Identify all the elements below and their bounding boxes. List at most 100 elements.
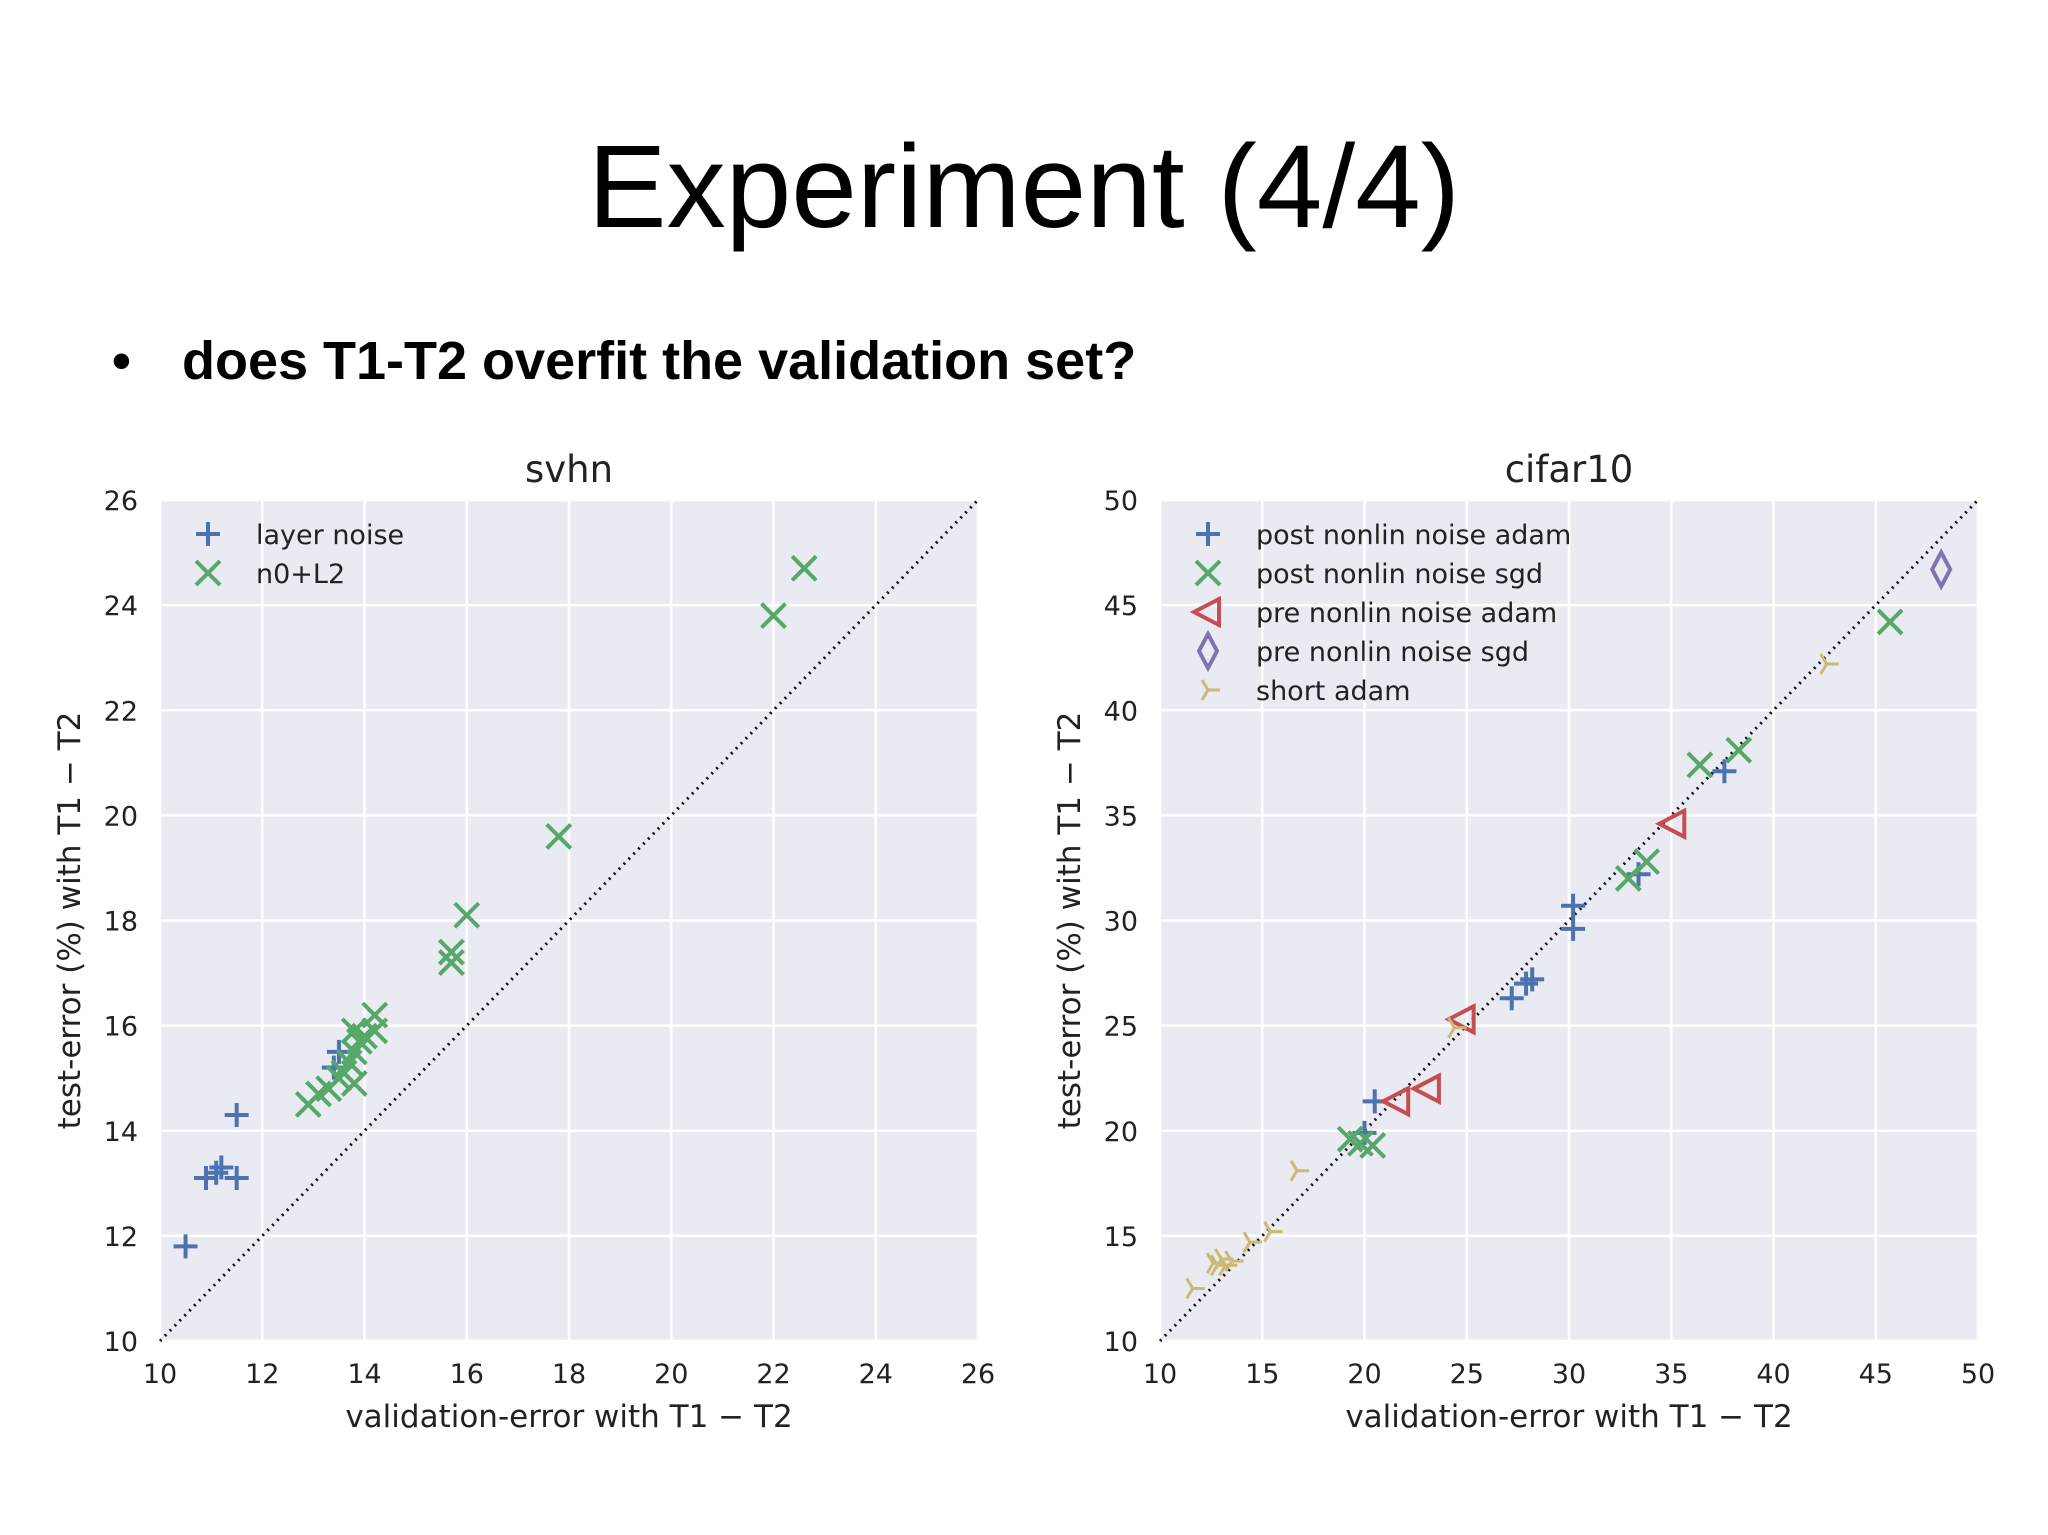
data-point bbox=[1876, 608, 1904, 636]
series-pre-nonlin-noise-sgd bbox=[1929, 548, 1953, 591]
x-tick-label: 20 bbox=[654, 1359, 688, 1390]
legend-label: post nonlin noise sgd bbox=[1256, 559, 1543, 590]
data-point bbox=[1633, 848, 1661, 876]
x-tick-label: 45 bbox=[1859, 1359, 1893, 1390]
series-n0-l2 bbox=[294, 554, 818, 1118]
y-tick-label: 45 bbox=[1104, 591, 1138, 622]
data-point bbox=[224, 1102, 249, 1127]
data-point bbox=[1654, 807, 1687, 841]
legend-marker bbox=[196, 522, 220, 546]
data-point bbox=[204, 1160, 229, 1185]
data-point bbox=[1359, 1132, 1387, 1159]
x-tick-label: 35 bbox=[1654, 1359, 1688, 1390]
legend-label: pre nonlin noise sgd bbox=[1256, 637, 1529, 668]
plot-title: svhn bbox=[525, 448, 613, 491]
series-post-nonlin-noise-sgd bbox=[1336, 608, 1904, 1159]
y-tick-label: 30 bbox=[1104, 907, 1138, 938]
x-tick-label: 25 bbox=[1450, 1359, 1484, 1390]
x-axis-label: validation-error with T1 − T2 bbox=[345, 1399, 792, 1435]
y-tick-label: 22 bbox=[104, 696, 138, 727]
data-point bbox=[437, 949, 465, 976]
y-tick-label: 16 bbox=[104, 1012, 138, 1043]
data-point bbox=[1444, 1003, 1476, 1036]
series-short-adam bbox=[1185, 653, 1839, 1300]
data-point bbox=[1499, 986, 1524, 1011]
data-point bbox=[173, 1234, 198, 1259]
data-point bbox=[1185, 1277, 1205, 1300]
x-tick-label: 18 bbox=[552, 1359, 586, 1390]
data-point bbox=[224, 1166, 249, 1191]
legend-label: pre nonlin noise adam bbox=[1256, 598, 1557, 629]
plot-svhn: 10 12 14 16 18 20 22 24 26 10 12 14 16 18 20 22 24 26 svhn… bbox=[52, 448, 995, 1435]
legend-marker bbox=[1194, 559, 1222, 587]
data-point bbox=[1224, 1250, 1244, 1272]
data-point bbox=[194, 1166, 219, 1191]
legend-label: n0+L2 bbox=[256, 559, 345, 590]
legend: layer noise n0+L2 bbox=[194, 520, 404, 590]
y-tick-label: 10 bbox=[1104, 1327, 1138, 1358]
y-tick-label: 24 bbox=[104, 591, 138, 622]
y-tick-label: 14 bbox=[104, 1117, 138, 1148]
legend: post nonlin noise adam post nonlin noise … bbox=[1189, 520, 1571, 707]
data-point bbox=[545, 822, 573, 850]
x-tick-label: 40 bbox=[1756, 1359, 1790, 1390]
legend-marker bbox=[194, 559, 222, 587]
y-axis-label: test-error (%) with T1 − T2 bbox=[1052, 712, 1088, 1130]
x-tick-label: 16 bbox=[450, 1359, 484, 1390]
data-point bbox=[1561, 893, 1586, 918]
y-tick-label: 26 bbox=[104, 486, 138, 517]
data-point bbox=[1378, 1085, 1411, 1118]
x-tick-label: 30 bbox=[1552, 1359, 1586, 1390]
data-point bbox=[437, 938, 465, 966]
y-tick-label: 15 bbox=[1104, 1222, 1138, 1253]
y-tick-label: 35 bbox=[1104, 801, 1138, 832]
legend-marker bbox=[1200, 679, 1220, 701]
series-pre-nonlin-noise-adam bbox=[1378, 807, 1687, 1118]
x-tick-label: 22 bbox=[756, 1359, 790, 1390]
legend-label: layer noise bbox=[256, 520, 404, 551]
slide-title: Experiment (4/4) bbox=[587, 121, 1461, 253]
data-point bbox=[1561, 916, 1586, 941]
data-point bbox=[209, 1155, 234, 1180]
legend-label: post nonlin noise adam bbox=[1256, 520, 1571, 551]
data-point bbox=[1520, 967, 1545, 992]
y-tick-label: 18 bbox=[104, 907, 138, 938]
y-tick-label: 20 bbox=[104, 801, 138, 832]
x-tick-label: 24 bbox=[859, 1359, 893, 1390]
x-tick-label: 10 bbox=[1143, 1359, 1177, 1390]
y-tick-label: 50 bbox=[1104, 486, 1138, 517]
bullet-item: • does T1-T2 overfit the validation set? bbox=[112, 330, 1136, 392]
x-tick-label: 20 bbox=[1347, 1359, 1381, 1390]
data-point bbox=[1242, 1231, 1262, 1253]
y-tick-label: 12 bbox=[104, 1222, 138, 1253]
x-tick-label: 10 bbox=[143, 1359, 177, 1390]
x-tick-label: 26 bbox=[961, 1359, 995, 1390]
data-point bbox=[1263, 1220, 1283, 1243]
data-point bbox=[1929, 548, 1953, 591]
y-tick-label: 25 bbox=[1104, 1012, 1138, 1043]
bullet-symbol: • bbox=[112, 331, 131, 391]
data-point bbox=[340, 1070, 368, 1097]
x-tick-label: 14 bbox=[347, 1359, 381, 1390]
y-axis-label: test-error (%) with T1 − T2 bbox=[52, 712, 88, 1130]
bullet-text: does T1-T2 overfit the validation set? bbox=[182, 331, 1137, 391]
data-point bbox=[1725, 736, 1753, 764]
plot-title: cifar10 bbox=[1505, 448, 1634, 491]
legend-marker bbox=[1196, 629, 1220, 673]
data-point bbox=[790, 554, 818, 582]
x-tick-label: 50 bbox=[1961, 1359, 1995, 1390]
x-axis-label: validation-error with T1 − T2 bbox=[1345, 1399, 1792, 1435]
data-point bbox=[361, 1001, 389, 1029]
data-point bbox=[1447, 1016, 1467, 1039]
x-tick-label: 15 bbox=[1245, 1359, 1279, 1390]
data-point bbox=[453, 901, 481, 929]
legend-label: short adam bbox=[1256, 676, 1411, 707]
y-tick-label: 20 bbox=[1104, 1117, 1138, 1148]
plot-cifar10: 10 15 20 25 30 35 40 45 50 10 15 20 25 30 35 40 45 50 cifa… bbox=[1052, 448, 1995, 1435]
data-point bbox=[1712, 759, 1737, 784]
data-point bbox=[760, 602, 787, 630]
x-tick-label: 12 bbox=[245, 1359, 279, 1390]
legend-marker bbox=[1196, 522, 1220, 546]
data-point bbox=[1289, 1159, 1310, 1182]
